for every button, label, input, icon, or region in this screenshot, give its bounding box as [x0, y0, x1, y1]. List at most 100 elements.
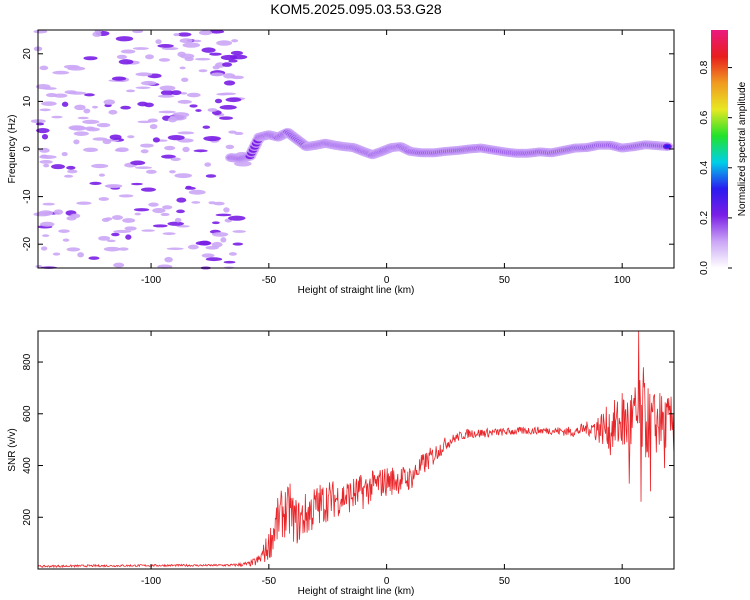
heatmap-noise-cell [135, 166, 152, 169]
heatmap-noise-cell [111, 76, 127, 81]
heatmap-noise-cell [158, 110, 176, 114]
heatmap-noise-cell [82, 119, 100, 124]
heatmap-noise-cell [179, 38, 193, 44]
heatmap-noise-cell [228, 215, 246, 221]
heatmap-noise-cell [232, 230, 247, 233]
spectrogram-x-tick-label: 100 [614, 275, 631, 286]
snr-y-ticks: 200 400 600 800 [22, 353, 674, 526]
heatmap-noise-cell [108, 109, 118, 115]
heatmap-noise-cell [157, 94, 175, 98]
heatmap-noise-cell [182, 146, 190, 153]
heatmap-noise-cell [195, 109, 202, 112]
heatmap-noise-cell [42, 234, 50, 237]
spectrogram-y-tick-label: -20 [22, 237, 33, 252]
heatmap-noise-cell [174, 173, 192, 179]
heatmap-noise-cell [91, 163, 109, 169]
heatmap-noise-cell [213, 201, 225, 206]
heatmap-noise-cell [162, 205, 173, 210]
colorbar-label: Normalized spectral amplitude [737, 81, 748, 216]
heatmap-noise-cell [149, 123, 158, 130]
heatmap-noise-cell [188, 189, 206, 195]
heatmap-noise-cell [140, 143, 154, 148]
spectrogram-y-tick-label: -10 [22, 189, 33, 204]
heatmap-noise-cell [84, 93, 95, 97]
heatmap-noise-cell [225, 97, 242, 103]
heatmap-noise-cell [164, 145, 176, 151]
heatmap-noise-cell [118, 247, 129, 251]
heatmap-noise-cell [194, 57, 211, 61]
heatmap-noise-cell [42, 202, 55, 206]
heatmap-noise-cell [215, 213, 232, 217]
snr-x-label: Height of straight line (km) [298, 586, 415, 597]
snr-x-ticks: -100 -50 0 50 100 [141, 331, 631, 587]
colorbar-ticks: 0.0 0.2 0.4 0.6 0.8 [699, 60, 732, 275]
heatmap-noise-cell [167, 134, 185, 141]
snr-x-tick-label: 0 [384, 576, 390, 587]
colorbar-bar [711, 30, 728, 268]
heatmap-noise-cell [122, 218, 136, 223]
heatmap-noise-cell [70, 213, 81, 219]
heatmap-noise-cell [39, 108, 51, 112]
heatmap-noise-cell [92, 105, 99, 109]
spectrogram-y-tick-label: 10 [22, 95, 33, 107]
colorbar-tick-label: 0.8 [699, 60, 710, 74]
heatmap-noise-cell [52, 252, 61, 256]
heatmap-noise-cell [85, 127, 100, 132]
colorbar-tick-label: 0.0 [699, 261, 710, 275]
heatmap-noise-cell [186, 92, 201, 98]
heatmap-noise-cell [106, 239, 116, 243]
heatmap-noise-cell [225, 144, 235, 150]
heatmap-noise-cell [41, 134, 49, 140]
spectrogram-x-tick-label: 0 [384, 275, 390, 286]
heatmap-noise-cell [167, 221, 185, 226]
heatmap-noise-cell [53, 93, 68, 98]
heatmap-noise-cell [103, 99, 116, 105]
heatmap-noise-cell [174, 217, 182, 223]
heatmap-noise-cell [177, 131, 195, 135]
heatmap-noise-cell [229, 54, 248, 60]
heatmap-noise-cell [189, 104, 198, 108]
heatmap-noise-cell [209, 52, 222, 56]
heatmap-noise-cell [201, 47, 216, 53]
heatmap-noise-cell [130, 160, 146, 166]
spectrogram-y-tick-label: 0 [22, 146, 33, 152]
heatmap-noise-cell [126, 89, 136, 93]
heatmap-noise-cell [111, 232, 120, 237]
heatmap-noise-cell [92, 31, 102, 37]
heatmap-noise-cell [140, 149, 149, 154]
heatmap-noise-cell [73, 131, 89, 136]
heatmap-noise-cell [223, 207, 230, 213]
heatmap-noise-cell [145, 54, 154, 60]
heatmap-noise-cell [105, 217, 113, 221]
snr-x-tick-label: 50 [499, 576, 511, 587]
colorbar-tick-label: 0.6 [699, 110, 710, 124]
heatmap-noise-cell [170, 90, 182, 96]
heatmap-noise-cell [176, 197, 187, 203]
heatmap-noise-cell [180, 53, 195, 59]
heatmap-noise-cell [228, 252, 237, 256]
heatmap-noise-cell [83, 147, 99, 153]
heatmap-noise-cell [40, 221, 55, 227]
heatmap-noise-cell [211, 221, 220, 225]
heatmap-noise-cell [98, 235, 111, 241]
heatmap-noise-cell [216, 92, 229, 96]
heatmap-noise-cell [52, 70, 70, 75]
spectrogram-x-tick-label: -100 [141, 275, 161, 286]
heatmap-noise-cell [89, 181, 102, 186]
snr-y-tick-label: 400 [22, 457, 33, 474]
heatmap-noise-cell [230, 50, 244, 56]
snr-y-tick-label: 600 [22, 405, 33, 422]
heatmap-noise-cell [76, 201, 92, 205]
heatmap-noise-cell [103, 246, 121, 252]
heatmap-noise-cell [67, 169, 78, 174]
heatmap-noise-cell [216, 40, 233, 46]
heatmap-noise-cell [115, 36, 134, 42]
heatmap-noise-cell [182, 42, 201, 48]
heatmap-noise-cell [148, 202, 159, 207]
heatmap-noise-cell [202, 125, 211, 129]
heatmap-noise-cell [134, 212, 141, 216]
snr-panel: -100 -50 0 50 100 200 400 600 800 Height of str… [7, 330, 675, 597]
heatmap-noise-cell [152, 137, 160, 143]
heatmap-noise-cell [231, 39, 239, 43]
